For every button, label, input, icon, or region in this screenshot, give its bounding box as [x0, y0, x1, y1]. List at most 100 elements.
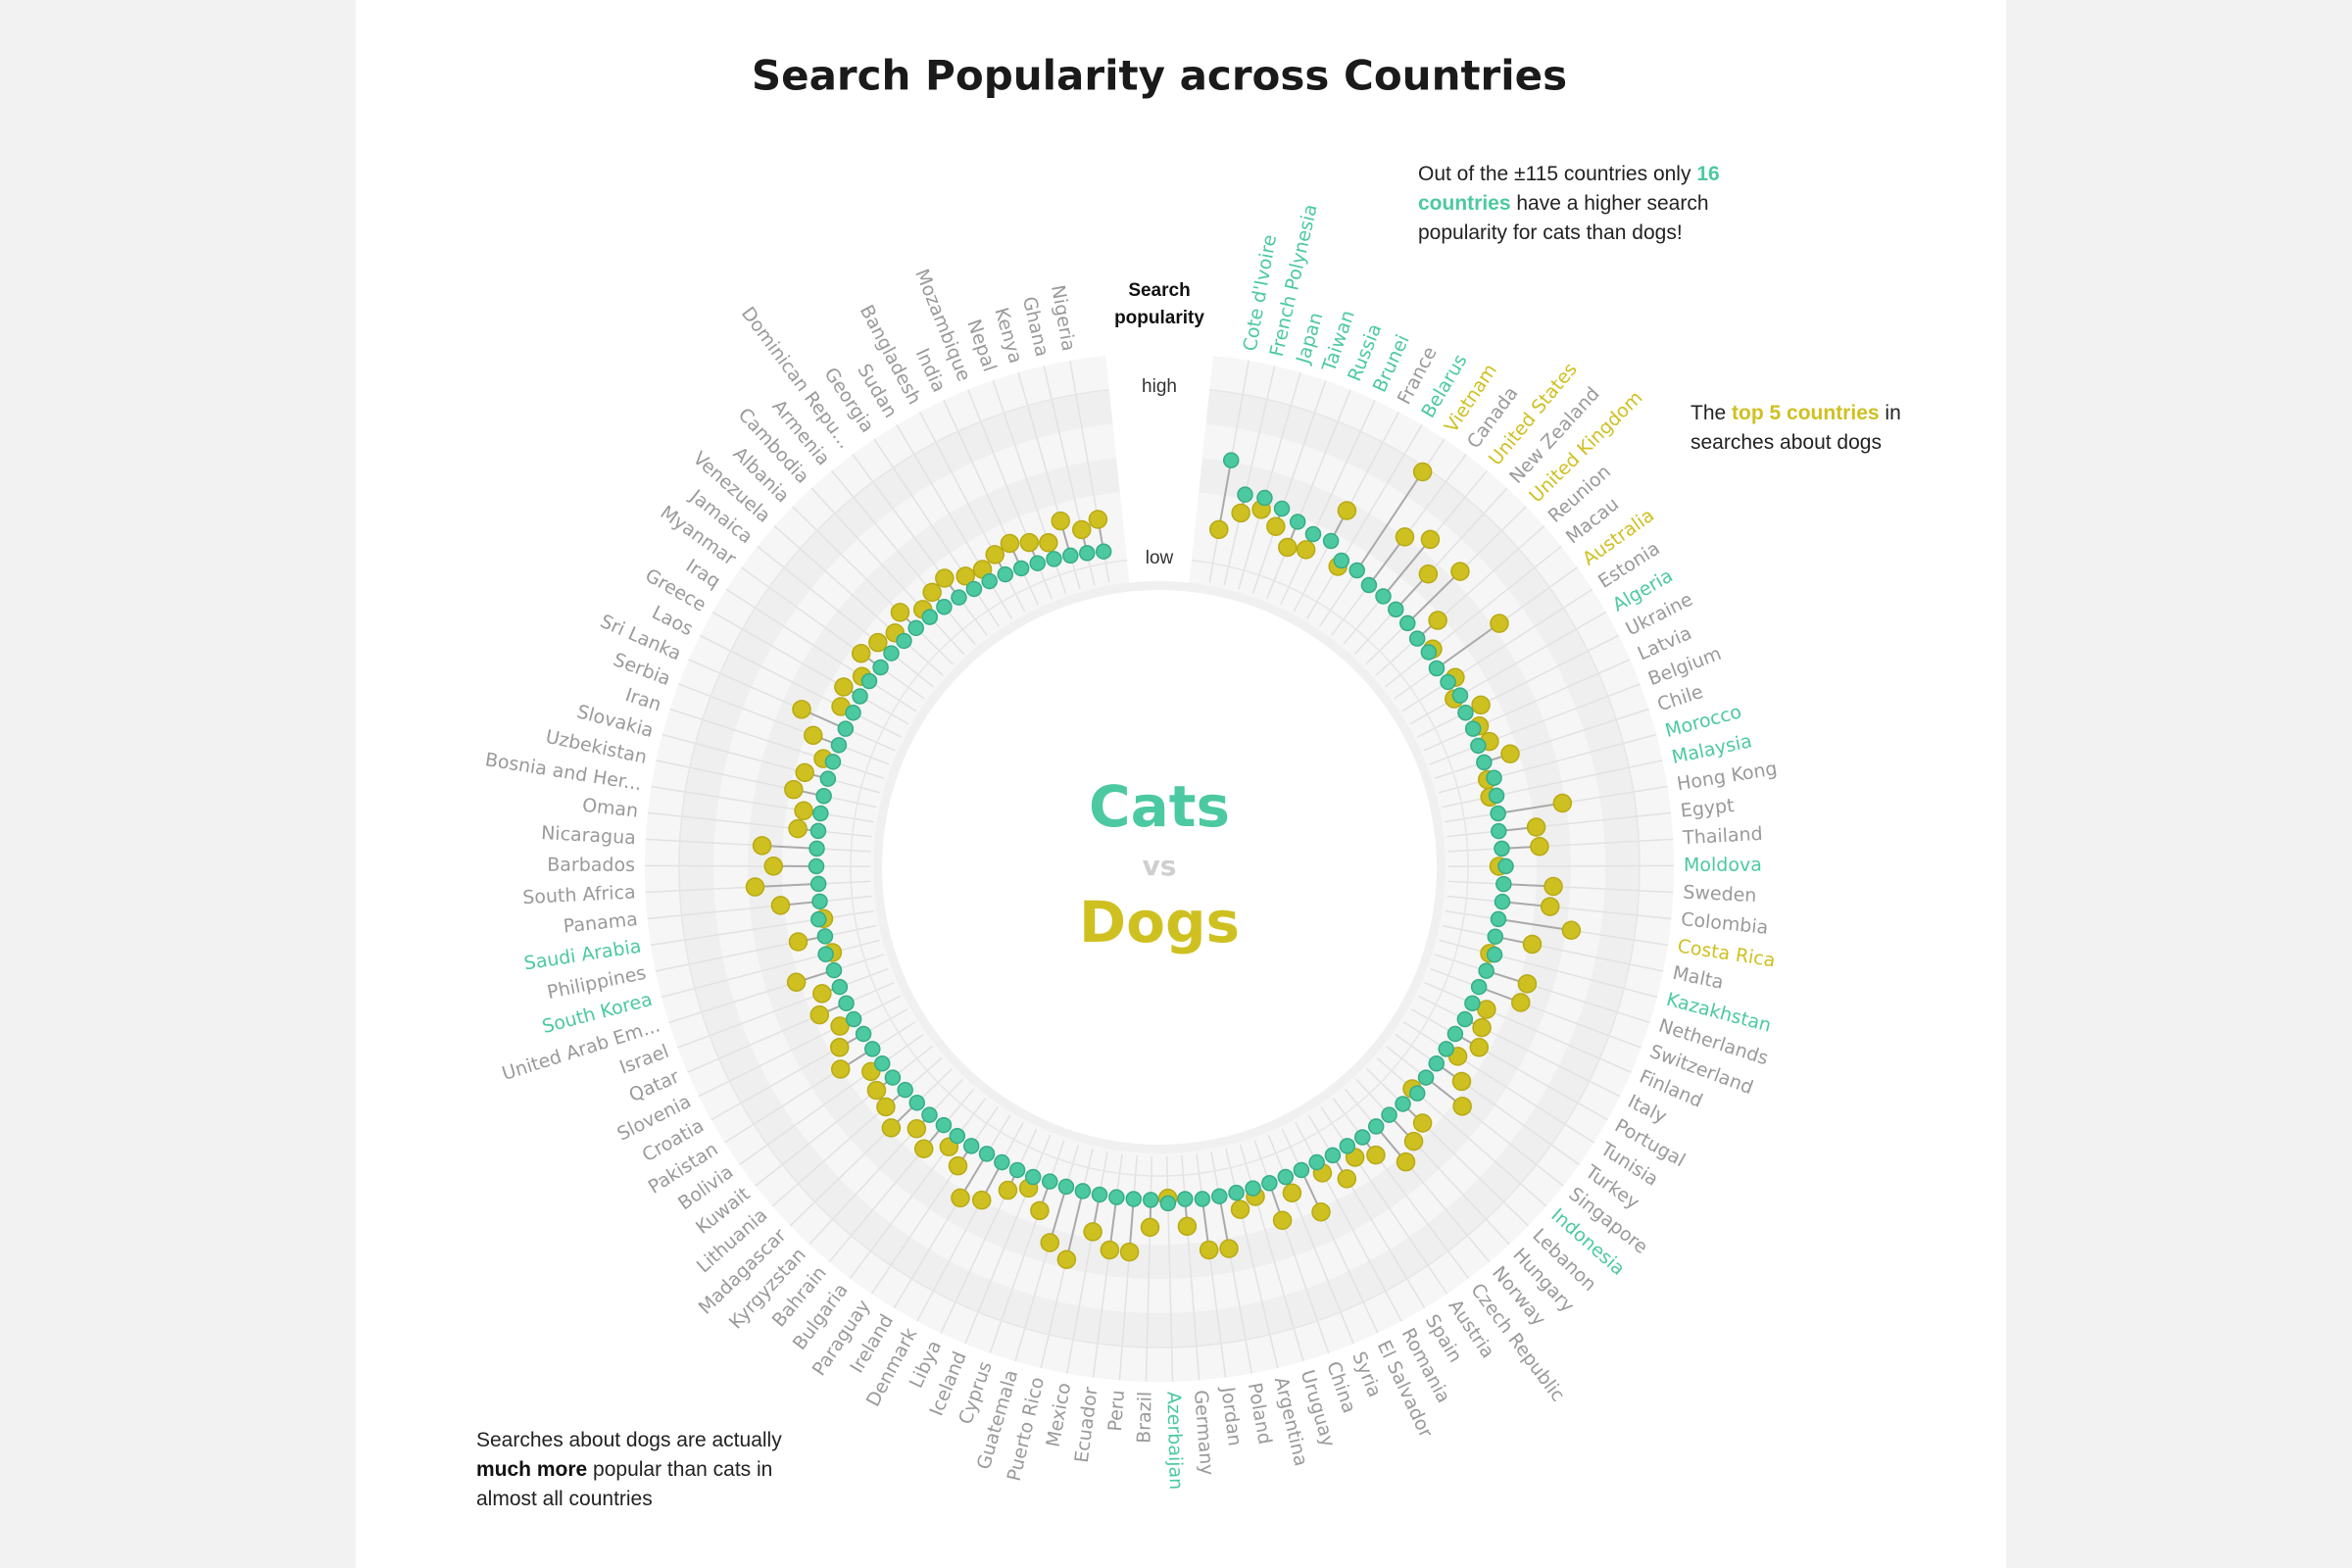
spoke [1447, 838, 1674, 853]
dog-dot [1526, 817, 1546, 837]
cat-dot [812, 805, 829, 822]
dog-dot [1282, 1183, 1302, 1202]
dog-dot [1219, 1239, 1239, 1258]
dog-dot [1450, 562, 1470, 581]
spoke [1442, 760, 1663, 808]
cat-dot [830, 737, 848, 754]
cat-dot [994, 1153, 1010, 1171]
stem [1049, 1186, 1067, 1244]
spoke [656, 760, 877, 808]
cat-dot [1470, 978, 1488, 996]
cat-dot [860, 672, 878, 690]
cat-dot [1228, 1184, 1245, 1201]
dog-dot [1477, 1000, 1496, 1019]
dog-dot [830, 1016, 850, 1036]
dog-dot [922, 582, 942, 603]
spoke [852, 454, 988, 636]
cat-dot [951, 589, 967, 606]
cat-dot [1142, 1192, 1159, 1208]
spoke [662, 733, 881, 794]
dog-dot [792, 700, 811, 719]
dog-dot [1561, 920, 1582, 941]
spoke [1423, 659, 1631, 752]
country-label: Azerbaijan [1162, 1392, 1187, 1491]
cat-dot [1348, 562, 1365, 579]
spoke [645, 864, 871, 867]
dog-dot [829, 1038, 850, 1057]
country-label: Colombia [1680, 908, 1769, 939]
dog-dot [1396, 1152, 1416, 1172]
spoke [1439, 939, 1658, 999]
grid-arc [678, 388, 1641, 1348]
cat-dot [808, 840, 825, 858]
spoke [1429, 683, 1641, 765]
country-label: Panama [563, 908, 639, 937]
cat-dot [1360, 576, 1378, 594]
dog-dot [804, 725, 823, 746]
country-label: Sweden [1683, 881, 1757, 906]
cat-dot [1194, 1191, 1211, 1207]
annotation: Searches about dogs are actually much mo… [476, 1426, 800, 1514]
spoke [808, 1078, 963, 1246]
spoke [1385, 545, 1562, 688]
dog-dot [786, 972, 807, 992]
cat-dot [809, 875, 827, 893]
dog-dot [1412, 462, 1433, 482]
dog-dot [745, 877, 765, 897]
cat-dot [815, 787, 832, 805]
y-tick-label: low [1146, 548, 1174, 568]
cat-dot [811, 893, 828, 910]
country-label: South Africa [522, 881, 636, 908]
cat-dot [1399, 614, 1416, 632]
dog-dot [834, 677, 854, 697]
legend-cats: Cats [1089, 773, 1230, 840]
dog-dot [1552, 793, 1573, 813]
country-label: Brazil [1133, 1392, 1155, 1445]
annotation-highlight: top 5 countries [1732, 402, 1880, 424]
spoke [677, 967, 889, 1049]
country-label: Peru [1104, 1390, 1129, 1433]
spoke [739, 1033, 924, 1166]
cat-dot [1457, 705, 1474, 721]
cat-dot [997, 565, 1014, 583]
spoke [1332, 1098, 1470, 1279]
spoke [650, 909, 874, 947]
dog-dot [1517, 974, 1538, 994]
dog-dot [1278, 537, 1298, 558]
cat-dot [1322, 532, 1340, 550]
dog-dot [1140, 1217, 1160, 1238]
annotation-highlight: 16 countries [1418, 163, 1720, 215]
dog-dot [956, 566, 975, 586]
country-label: Iran [622, 684, 663, 715]
dog-dot [1000, 533, 1020, 554]
spoke [755, 1046, 933, 1187]
dog-dot [851, 643, 871, 663]
dog-dot [794, 801, 813, 820]
dog-dot [866, 1080, 887, 1101]
dog-dot [1177, 1216, 1198, 1237]
cat-dot [1024, 1168, 1042, 1186]
dog-dot [876, 1097, 896, 1117]
cat-dot [1494, 893, 1511, 910]
cat-dot [1308, 1153, 1325, 1171]
chart-title: Search Popularity across Countries [752, 52, 1567, 100]
stem [1065, 1191, 1084, 1260]
cat-dot [1476, 754, 1493, 771]
spoke [771, 1056, 943, 1207]
cat-dot [1456, 1010, 1474, 1028]
cat-dot [1095, 543, 1112, 560]
cat-dot [949, 1127, 966, 1145]
stem [1368, 536, 1406, 586]
cat-dot [1324, 1147, 1342, 1164]
dog-dot [812, 984, 832, 1004]
dog-dot [1452, 1097, 1472, 1116]
dog-dot [770, 896, 791, 915]
spoke [668, 954, 884, 1024]
cat-dot [1417, 1069, 1435, 1086]
dog-dot [913, 1139, 934, 1158]
country-label: Moldova [1684, 855, 1762, 876]
cat-dot [1490, 910, 1507, 928]
cat-dot [1091, 1186, 1108, 1203]
inner-circle [882, 590, 1437, 1145]
